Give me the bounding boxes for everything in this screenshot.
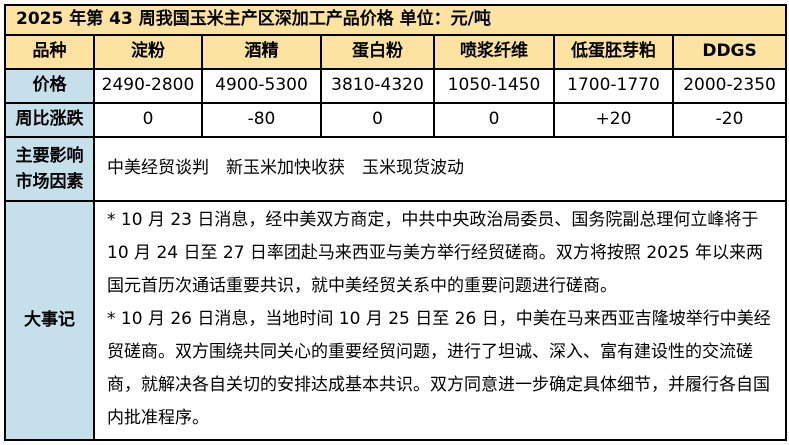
weekly-change-row: 周比涨跌 0 -80 0 0 +20 -20 — [4, 102, 788, 138]
weekly-change-value: 0 — [93, 102, 203, 138]
market-factors-row-label: 主要影响 市场因素 — [4, 136, 95, 202]
variety-row-label: 品种 — [4, 34, 95, 70]
weekly-change-value: +20 — [553, 102, 674, 138]
column-header-protein-powder: 蛋白粉 — [320, 34, 435, 70]
major-events-paragraph: * 10 月 23 日消息，经中美双方商定，中共中央政治局委员、国务院副总理何立… — [107, 210, 763, 296]
market-factors-label-line1: 主要影响 — [15, 145, 84, 166]
table-title: 2025 年第 43 周我国玉米主产区深加工产品价格 单位：元/吨 — [3, 4, 788, 36]
major-events-row-label: 大事记 — [4, 200, 95, 441]
market-factors-label-line2: 市场因素 — [15, 172, 84, 192]
major-events-content: * 10 月 23 日消息，经中美双方商定，中共中央政治局委员、国务院副总理何立… — [92, 200, 788, 441]
price-row-label: 价格 — [4, 68, 95, 104]
weekly-change-value: -20 — [671, 102, 788, 138]
column-header-starch: 淀粉 — [93, 34, 203, 70]
price-value: 2490-2800 — [93, 68, 203, 104]
major-events-row: 大事记 * 10 月 23 日消息，经中美双方商定，中共中央政治局委员、国务院副… — [4, 200, 788, 441]
weekly-change-row-label: 周比涨跌 — [4, 102, 95, 138]
major-events-paragraph: * 10 月 26 日消息，当地时间 10 月 25 日至 26 日，中美在马来… — [107, 309, 771, 428]
column-header-ddgs: DDGS — [671, 34, 788, 70]
market-factors-row: 主要影响 市场因素 中美经贸谈判 新玉米加快收获 玉米现货波动 — [4, 136, 788, 202]
weekly-change-value: 0 — [320, 102, 435, 138]
corn-price-table: 2025 年第 43 周我国玉米主产区深加工产品价格 单位：元/吨 品种 淀粉 … — [3, 4, 788, 441]
market-factors-content: 中美经贸谈判 新玉米加快收获 玉米现货波动 — [92, 136, 788, 202]
title-row: 2025 年第 43 周我国玉米主产区深加工产品价格 单位：元/吨 — [3, 4, 788, 36]
column-header-spray-fiber: 喷浆纤维 — [433, 34, 555, 70]
weekly-change-value: -80 — [201, 102, 322, 138]
price-value: 1050-1450 — [433, 68, 555, 104]
price-row: 价格 2490-2800 4900-5300 3810-4320 1050-14… — [4, 68, 788, 104]
weekly-change-value: 0 — [433, 102, 555, 138]
variety-header-row: 品种 淀粉 酒精 蛋白粉 喷浆纤维 低蛋胚芽粕 DDGS — [4, 34, 788, 70]
price-value: 4900-5300 — [201, 68, 322, 104]
column-header-alcohol: 酒精 — [201, 34, 322, 70]
price-value: 1700-1770 — [553, 68, 674, 104]
price-value: 2000-2350 — [671, 68, 788, 104]
price-value: 3810-4320 — [320, 68, 435, 104]
column-header-germ-meal: 低蛋胚芽粕 — [553, 34, 674, 70]
